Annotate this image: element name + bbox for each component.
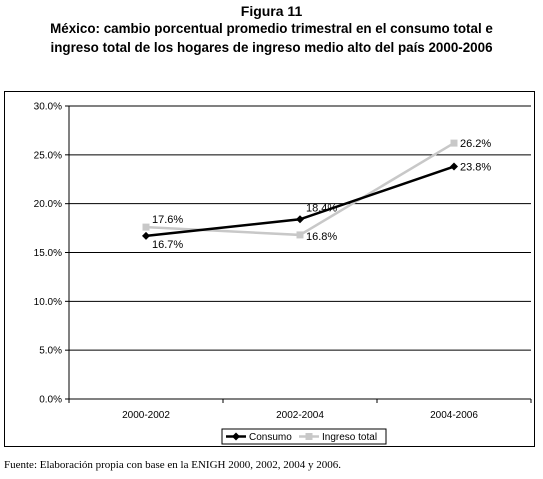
y-tick-label: 20.0% [34,199,62,210]
source-note: Fuente: Elaboración propia con base en l… [4,459,341,471]
data-label-consumo: 16.7% [152,239,183,251]
y-tick-label: 5.0% [39,346,62,357]
figure-label: Figura 11 [240,3,303,19]
y-tick-label: 0.0% [39,395,62,406]
chart-frame: 0.0% 5.0% 10.0% 15.0% 20.0% 25.0% 30.0% 2000-20… [4,91,535,447]
data-label-ingreso-total: 26.2% [460,138,491,150]
data-label-consumo: 23.8% [460,162,491,174]
data-point-consumo [296,215,304,224]
y-tick-label: 30.0% [34,102,62,113]
data-point-consumo [450,162,458,171]
x-tick-label: 2000-2002 [122,410,170,421]
data-point-ingreso-total [142,223,150,231]
x-tick-label: 2002-2004 [276,410,324,421]
data-label-ingreso-total: 17.6% [152,214,183,226]
data-point-consumo [232,432,240,441]
y-tick-label: 15.0% [34,248,62,259]
chart-title-line-1: México: cambio porcentual promedio trime… [50,21,493,36]
data-point-ingreso-total [305,433,313,440]
data-point-consumo [142,231,150,240]
y-tick-label: 10.0% [34,297,62,308]
line-chart: 0.0% 5.0% 10.0% 15.0% 20.0% 25.0% 30.0% 2000-20… [34,102,532,445]
data-label-ingreso-total: 16.8% [306,231,337,243]
legend-label-consumo: Consumo [249,432,292,443]
series-line-consumo [145,165,455,238]
y-tick-label: 25.0% [34,150,62,161]
data-point-ingreso-total [450,139,458,147]
legend-label-ingreso-total: Ingreso total [322,432,377,443]
data-label-consumo: 18.4% [306,202,337,214]
x-tick-label: 2004-2006 [430,410,478,421]
data-point-ingreso-total [296,231,304,239]
chart-title-line-2: ingreso total de los hogares de ingreso … [50,40,493,55]
